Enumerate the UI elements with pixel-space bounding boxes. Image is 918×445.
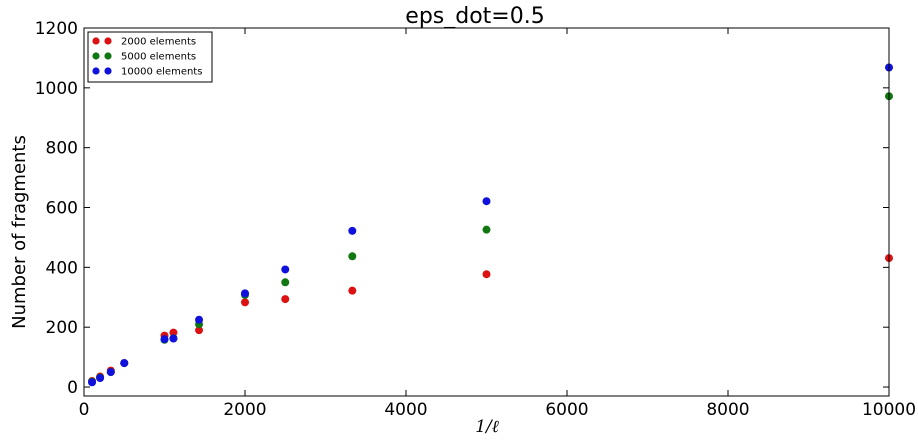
data-points xyxy=(88,63,893,387)
x-tick-label: 10000 xyxy=(862,400,916,420)
data-point xyxy=(482,225,491,234)
data-point xyxy=(482,270,491,279)
data-point xyxy=(348,286,357,295)
data-point xyxy=(160,335,169,344)
legend-marker xyxy=(104,37,112,45)
data-point xyxy=(281,278,290,287)
x-tick-label: 6000 xyxy=(545,400,588,420)
legend-label: 10000 elements xyxy=(121,67,202,78)
y-tick-label: 1200 xyxy=(35,19,78,39)
data-point xyxy=(96,374,105,383)
legend: 2000 elements 5000 elements 10000 elements xyxy=(87,31,213,83)
legend-marker xyxy=(104,52,112,60)
data-point xyxy=(195,326,204,335)
legend-label: 5000 elements xyxy=(121,52,196,63)
y-tick-label: 200 xyxy=(46,318,78,338)
legend-marker xyxy=(92,37,100,45)
data-point xyxy=(88,378,97,387)
data-point xyxy=(281,265,290,274)
legend-label: 2000 elements xyxy=(121,37,196,48)
legend-marker xyxy=(92,52,100,60)
data-point xyxy=(120,359,129,368)
data-point xyxy=(241,289,249,298)
data-point xyxy=(348,226,357,235)
x-axis-label: 1/ℓ xyxy=(475,417,499,437)
series-2 xyxy=(88,92,893,386)
legend-marker xyxy=(92,67,100,75)
x-axis: 0 2000 4000 6000 8000 10000 xyxy=(79,28,916,420)
chart-title: eps_dot=0.5 xyxy=(405,4,544,29)
x-tick-label: 4000 xyxy=(384,400,427,420)
plot-frame xyxy=(83,27,890,397)
y-tick-label: 600 xyxy=(46,199,78,219)
legend-marker xyxy=(104,67,112,75)
data-point xyxy=(281,295,290,304)
data-point xyxy=(241,298,249,307)
series-1 xyxy=(88,254,893,386)
x-tick-label: 8000 xyxy=(706,400,749,420)
data-point xyxy=(348,252,357,261)
series-3 xyxy=(88,63,893,387)
x-tick-label: 0 xyxy=(79,400,90,420)
x-tick-label: 2000 xyxy=(223,400,266,420)
y-tick-label: 1000 xyxy=(35,79,78,99)
y-tick-label: 0 xyxy=(67,378,78,398)
y-axis-label: Number of fragments xyxy=(9,135,30,329)
y-axis: 0 200 400 600 800 1000 1200 xyxy=(35,19,889,398)
y-tick-label: 800 xyxy=(46,139,78,159)
y-tick-label: 400 xyxy=(46,258,78,278)
data-point xyxy=(169,334,178,343)
data-point xyxy=(482,197,491,206)
data-point xyxy=(106,368,115,377)
data-point xyxy=(195,315,204,324)
data-point xyxy=(169,328,178,337)
